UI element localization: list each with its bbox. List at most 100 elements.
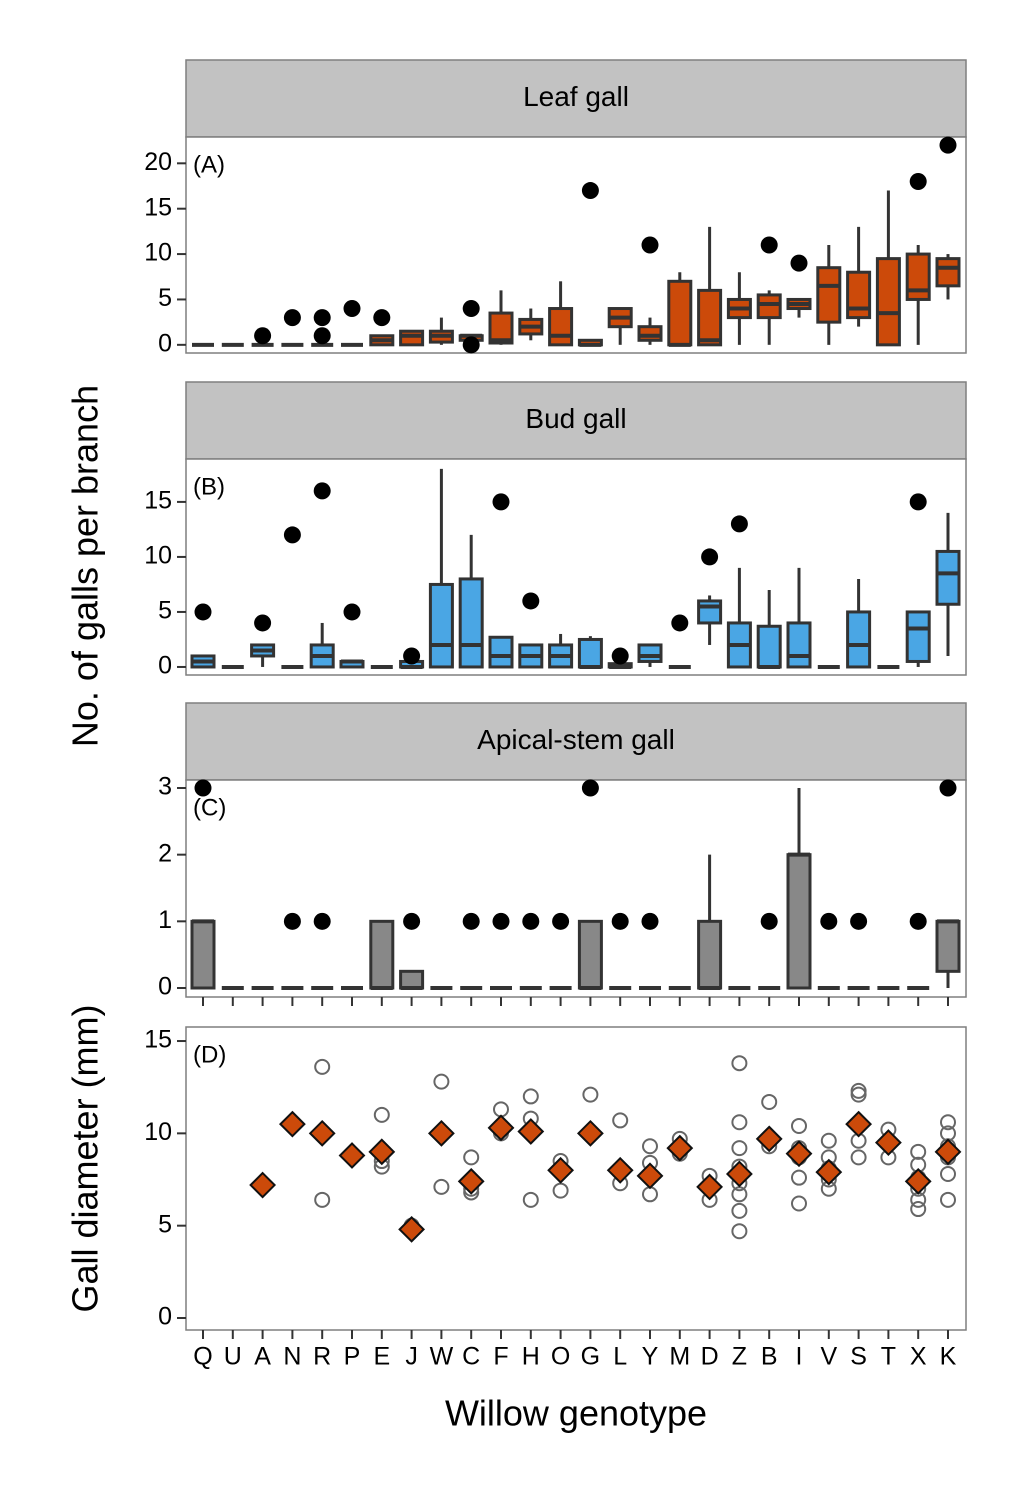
- box: [428, 582, 454, 669]
- mean: [845, 1110, 873, 1138]
- x-tick-label: T: [881, 1343, 896, 1371]
- outlier: [760, 236, 778, 254]
- observation: [791, 1195, 807, 1212]
- x-tick-label: B: [761, 1343, 778, 1371]
- outlier: [254, 614, 272, 632]
- observation: [910, 1143, 927, 1160]
- x-tick-label: I: [796, 1343, 803, 1371]
- y-tick-label: 0: [158, 973, 172, 1001]
- observation: [731, 1140, 748, 1157]
- x-tick-label: Q: [193, 1343, 212, 1371]
- outlier: [194, 603, 212, 621]
- outlier: [462, 336, 480, 354]
- box: [399, 969, 425, 990]
- mean: [338, 1142, 366, 1169]
- mean: [874, 1129, 902, 1157]
- observation: [791, 1169, 807, 1186]
- y-tick-label: 0: [158, 329, 172, 357]
- x-tick-label: X: [910, 1343, 927, 1371]
- x-tick-label: E: [373, 1343, 390, 1371]
- observation: [373, 1106, 390, 1123]
- y-axis-title: No. of galls per branch: [65, 385, 106, 747]
- y-tick-label: 10: [144, 1118, 172, 1146]
- outlier: [313, 327, 331, 345]
- outlier: [790, 254, 808, 272]
- observation: [791, 1117, 807, 1134]
- y-tick-label: 5: [158, 597, 172, 625]
- x-tick-label: W: [430, 1343, 454, 1371]
- panel: [185, 458, 967, 676]
- y-tick-label: 1: [158, 906, 172, 934]
- strip-label: Apical-stem gall: [477, 724, 675, 755]
- panel: [185, 779, 967, 998]
- outlier: [552, 912, 570, 930]
- box: [697, 288, 723, 347]
- outlier: [283, 309, 301, 327]
- observation: [314, 1191, 331, 1208]
- observation: [433, 1073, 450, 1090]
- observation: [761, 1093, 778, 1110]
- outlier: [581, 182, 599, 200]
- box: [935, 919, 961, 973]
- box: [756, 624, 782, 669]
- x-tick-label: P: [344, 1343, 361, 1371]
- outlier: [760, 912, 778, 930]
- x-tick-label: H: [522, 1343, 540, 1371]
- mean: [398, 1215, 426, 1243]
- mean: [755, 1125, 783, 1153]
- mean: [427, 1119, 455, 1147]
- outlier: [313, 482, 331, 500]
- observation: [910, 1201, 927, 1218]
- outlier: [641, 912, 659, 930]
- x-tick-label: R: [313, 1343, 331, 1371]
- x-axis-title: Willow genotype: [445, 1393, 707, 1434]
- outlier: [313, 309, 331, 327]
- mean: [636, 1162, 664, 1190]
- panel: [185, 136, 967, 354]
- observation: [940, 1114, 956, 1131]
- box: [935, 257, 961, 288]
- y-tick-label: 3: [158, 773, 172, 801]
- outlier: [462, 300, 480, 318]
- x-tick-label: O: [551, 1343, 570, 1371]
- y-tick-label: 15: [144, 487, 172, 515]
- observation: [731, 1114, 748, 1131]
- mean: [815, 1158, 843, 1186]
- panel-label: (A): [193, 151, 225, 178]
- observation: [850, 1149, 867, 1166]
- mean: [725, 1160, 753, 1188]
- outlier: [611, 647, 629, 665]
- mean: [785, 1140, 813, 1168]
- observation: [820, 1132, 837, 1149]
- panel: [185, 1026, 967, 1331]
- observation: [731, 1055, 748, 1072]
- box: [637, 643, 663, 663]
- outlier: [939, 136, 957, 154]
- box: [846, 270, 872, 320]
- mean: [934, 1138, 962, 1166]
- y-axis-title: Gall diameter (mm): [65, 1004, 106, 1312]
- x-tick-label: S: [850, 1343, 867, 1371]
- outlier: [820, 912, 838, 930]
- y-tick-label: 5: [158, 1210, 172, 1238]
- outlier: [581, 779, 599, 797]
- mean: [666, 1134, 694, 1162]
- box: [786, 853, 812, 990]
- box: [786, 621, 812, 669]
- box: [399, 329, 425, 347]
- y-tick-label: 10: [144, 239, 172, 267]
- x-tick-label: K: [940, 1343, 957, 1371]
- mean: [904, 1167, 932, 1195]
- outlier: [671, 614, 689, 632]
- box: [875, 257, 901, 347]
- outlier: [909, 172, 927, 190]
- outlier: [462, 912, 480, 930]
- observation: [850, 1086, 867, 1103]
- x-tick-label: A: [254, 1343, 271, 1371]
- mean: [278, 1110, 306, 1138]
- outlier: [343, 300, 361, 318]
- mean: [696, 1173, 724, 1201]
- box: [935, 549, 961, 606]
- outlier: [283, 912, 301, 930]
